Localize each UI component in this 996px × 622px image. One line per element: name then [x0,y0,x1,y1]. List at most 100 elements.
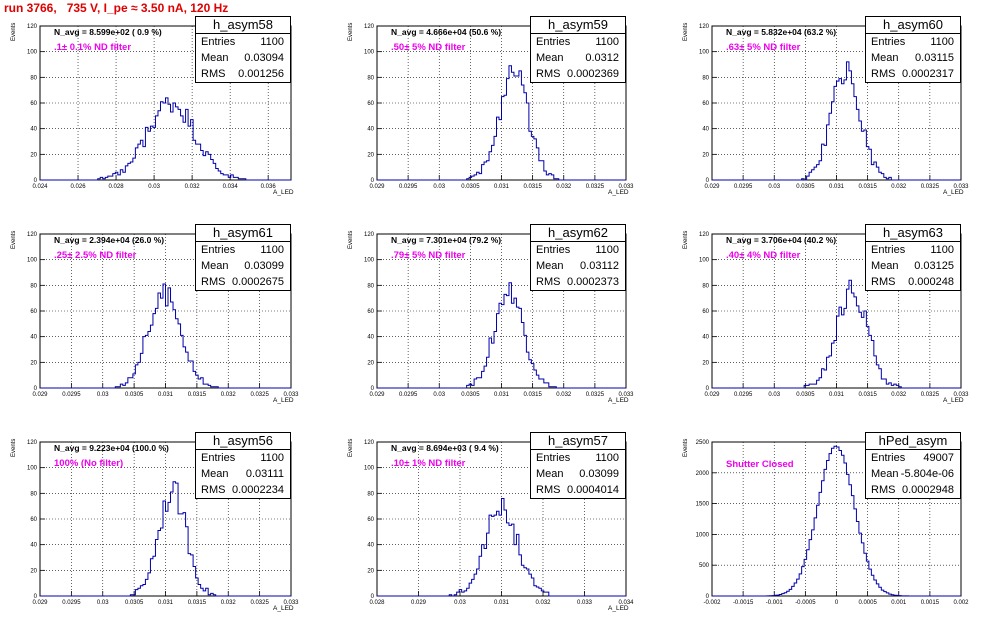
y-tick-label: 40 [702,127,709,133]
y-tick-label: 80 [367,491,374,497]
y-tick-label: 60 [702,101,709,107]
stats-value: 0.03099 [244,260,284,272]
y-tick-label: 0 [371,386,375,392]
stats-box: h_asym60 Entries 1100 Mean 0.03115 RMS 0.00023… [865,16,961,83]
x-axis-label: A_LED [273,189,294,196]
stats-entries: Entries 1100 [196,450,290,466]
x-tick-label: 0.0305 [796,392,815,398]
x-tick-label: 0.0325 [921,392,940,398]
navg-label: N_avg = 7.301e+04 (79.2 %) [391,235,502,245]
histogram-name: h_asym61 [196,225,290,242]
filter-label: .1± 0.1% ND filter [54,42,132,53]
x-tick-label: 0.0325 [250,392,269,398]
x-tick-label: 0.031 [158,392,174,398]
y-tick-label: 0 [34,594,38,600]
histogram-line [40,97,291,181]
navg-label: N_avg = 9.223e+04 (100.0 %) [54,443,169,453]
x-tick-label: 0.03 [768,392,780,398]
y-tick-label: 40 [367,543,374,549]
stats-key: Entries [536,36,571,48]
y-tick-label: 0 [371,594,375,600]
x-tick-label: -0.0015 [733,600,754,606]
x-tick-label: 0.033 [283,392,299,398]
y-tick-label: 40 [30,335,37,341]
y-tick-label: 80 [702,283,709,289]
y-axis-label: Events [11,230,17,249]
navg-label: N_avg = 4.666e+04 (50.6 %) [391,27,502,37]
y-tick-label: 100 [699,50,710,56]
x-tick-label: 0.036 [261,184,277,190]
stats-entries: Entries 1100 [196,34,290,50]
stats-key: Mean [536,468,564,480]
x-tick-label: 0.029 [369,392,385,398]
histogram-name: h_asym63 [866,225,960,242]
y-tick-label: 80 [367,283,374,289]
histogram-name: h_asym57 [531,433,625,450]
stats-value: 1100 [260,36,284,48]
stats-key: Entries [201,452,236,464]
x-tick-label: 0.0325 [250,600,269,606]
y-tick-label: 60 [367,517,374,523]
stats-value: 0.000248 [908,276,954,288]
x-tick-label: 0.0005 [858,600,877,606]
x-tick-label: 0.0015 [921,600,940,606]
x-tick-label: 0.033 [953,184,969,190]
histogram-line [712,445,961,597]
stats-mean: Mean 0.03094 [196,50,290,66]
histogram-name: h_asym58 [196,17,290,34]
stats-entries: Entries 49007 [866,450,960,466]
histogram-line [377,65,626,181]
filter-label: .63± 5% ND filter [726,42,801,53]
y-axis-label: Events [348,438,354,457]
histogram-panel: 0.029 0.0295 0.03 0.0305 0.031 0.0315 0.032 0.0… [27,232,299,398]
histogram-name: h_asym56 [196,433,290,450]
x-tick-label: 0.032 [535,600,551,606]
stats-box: h_asym63 Entries 1100 Mean 0.03125 RMS 0.00024… [865,224,961,291]
filter-label: Shutter Closed [726,459,794,470]
x-tick-label: 0.0295 [734,184,753,190]
y-tick-label: 100 [27,466,38,472]
y-tick-label: 120 [364,232,375,238]
filter-label: 100% (No filter) [54,458,124,469]
y-tick-label: 2000 [696,471,710,477]
x-tick-label: 0.0295 [734,392,753,398]
histogram-panel: 0.028 0.029 0.03 0.031 0.032 0.033 0.034 0 20 40 6… [364,440,634,606]
y-axis-label: Events [348,230,354,249]
stats-box: h_asym62 Entries 1100 Mean 0.03112 RMS 0.00023… [530,224,626,291]
stats-key: RMS [201,276,226,288]
filter-label: .25± 2.5% ND filter [54,250,137,261]
y-tick-label: 120 [699,232,710,238]
y-tick-label: 0 [34,386,38,392]
y-axis-label: Events [683,230,689,249]
filter-label: .40± 4% ND filter [726,250,801,261]
x-tick-label: 0.029 [369,184,385,190]
x-tick-label: 0.0315 [188,600,207,606]
y-tick-label: 0 [706,178,710,184]
stats-key: RMS [536,276,561,288]
y-tick-label: 20 [367,568,374,574]
y-tick-label: 100 [364,258,375,264]
filter-label: .50± 5% ND filter [391,42,466,53]
x-tick-label: 0.03 [768,184,780,190]
stats-value: 0.03125 [914,260,954,272]
y-tick-label: 40 [367,335,374,341]
y-tick-label: 20 [702,152,709,158]
stats-key: Mean [871,260,899,272]
stats-value: 0.001256 [238,68,284,80]
stats-box: h_asym59 Entries 1100 Mean 0.0312 RMS 0.000236… [530,16,626,83]
histogram-line [40,481,291,597]
stats-key: RMS [871,484,896,496]
stats-mean: Mean 0.03099 [531,466,625,482]
y-axis-label: Events [11,438,17,457]
y-tick-label: 100 [699,258,710,264]
stats-key: RMS [871,68,896,80]
x-tick-label: 0.0325 [586,184,605,190]
x-tick-label: 0.0295 [399,392,418,398]
stats-key: Entries [871,452,906,464]
x-tick-label: 0.031 [829,184,845,190]
stats-box: h_asym57 Entries 1100 Mean 0.03099 RMS 0.00040… [530,432,626,499]
y-tick-label: 80 [30,75,37,81]
stats-box: h_asym58 Entries 1100 Mean 0.03094 RMS 0.00125… [195,16,291,83]
x-tick-label: 0.031 [494,184,510,190]
y-tick-label: 40 [30,127,37,133]
